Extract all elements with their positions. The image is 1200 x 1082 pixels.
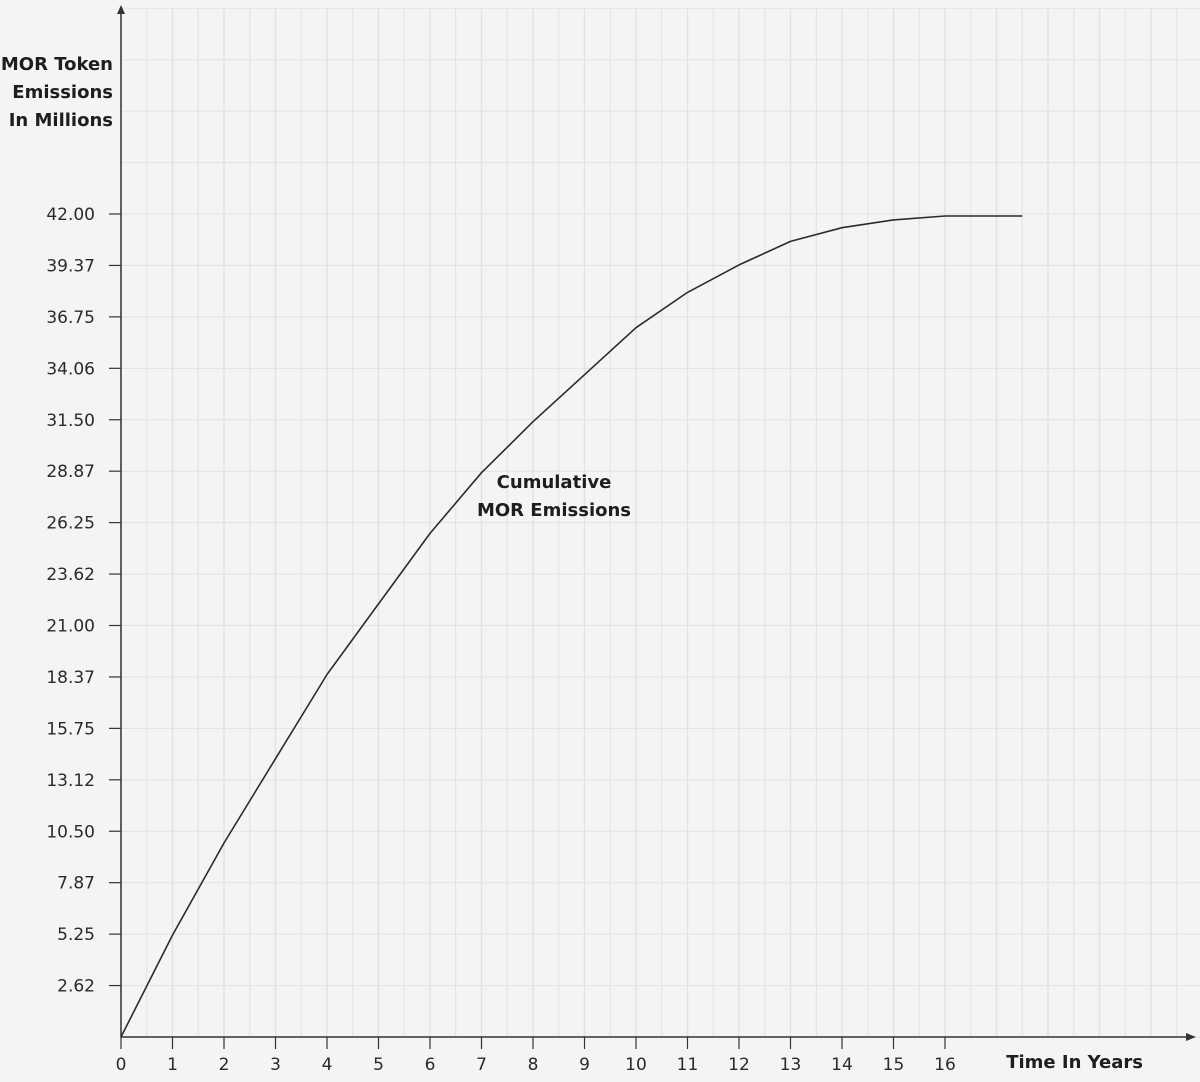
y-tick-label: 28.87 — [46, 462, 95, 482]
y-tick-label: 18.37 — [46, 668, 95, 688]
y-tick-label: 39.37 — [46, 256, 95, 276]
x-tick-label: 11 — [677, 1055, 699, 1075]
y-tick-label: 10.50 — [46, 822, 95, 842]
y-axis-label: MOR Token Emissions In Millions — [1, 54, 113, 131]
x-tick-label: 13 — [780, 1055, 802, 1075]
x-tick-label: 3 — [270, 1055, 281, 1075]
y-tick-label: 34.06 — [46, 359, 95, 379]
y-tick-label: 36.75 — [46, 308, 95, 328]
y-tick-label: 23.62 — [46, 565, 95, 585]
y-axis-label-line: In Millions — [9, 110, 113, 131]
y-tick-label: 7.87 — [57, 874, 95, 894]
series-annotation-line: MOR Emissions — [477, 500, 631, 521]
x-axis-arrow-icon — [1186, 1033, 1196, 1041]
y-tick-label: 2.62 — [57, 977, 95, 997]
x-axis-label: Time In Years — [1006, 1052, 1143, 1073]
axes — [117, 5, 1196, 1041]
y-tick-label: 5.25 — [57, 925, 95, 945]
x-tick-label: 8 — [528, 1055, 539, 1075]
series — [120, 215, 1023, 1038]
y-tick-label: 31.50 — [46, 411, 95, 431]
y-axis-arrow-icon — [117, 5, 125, 14]
x-tick-label: 9 — [579, 1055, 590, 1075]
series-annotation-line: Cumulative — [497, 472, 612, 493]
x-tick-label: 16 — [934, 1055, 956, 1075]
x-tick-label: 12 — [728, 1055, 750, 1075]
y-tick-label: 15.75 — [46, 719, 95, 739]
y-tick-label: 26.25 — [46, 514, 95, 534]
emissions-series-line — [120, 215, 1023, 1038]
x-tick-label: 4 — [322, 1055, 333, 1075]
x-tick-label: 7 — [476, 1055, 487, 1075]
x-tick-label: 5 — [373, 1055, 384, 1075]
x-tick-label: 0 — [116, 1055, 127, 1075]
labels: Cumulative MOR Emissions MOR Token Emission… — [1, 54, 1143, 1073]
x-tick-label: 2 — [219, 1055, 230, 1075]
x-tick-label: 1 — [167, 1055, 178, 1075]
x-tick-label: 15 — [883, 1055, 905, 1075]
grid — [120, 7, 1200, 1038]
y-tick-label: 42.00 — [46, 205, 95, 225]
ticks: 2.62 5.25 7.87 10.50 13.12 15.75 18.37 21.00 23.… — [46, 205, 955, 1075]
y-axis-label-line: Emissions — [12, 82, 113, 103]
x-tick-label: 10 — [625, 1055, 647, 1075]
y-tick-label: 13.12 — [46, 771, 95, 791]
series-annotation: Cumulative MOR Emissions — [477, 472, 631, 521]
y-tick-label: 21.00 — [46, 617, 95, 637]
y-axis-label-line: MOR Token — [1, 54, 113, 75]
x-tick-label: 14 — [831, 1055, 853, 1075]
x-tick-label: 6 — [425, 1055, 436, 1075]
